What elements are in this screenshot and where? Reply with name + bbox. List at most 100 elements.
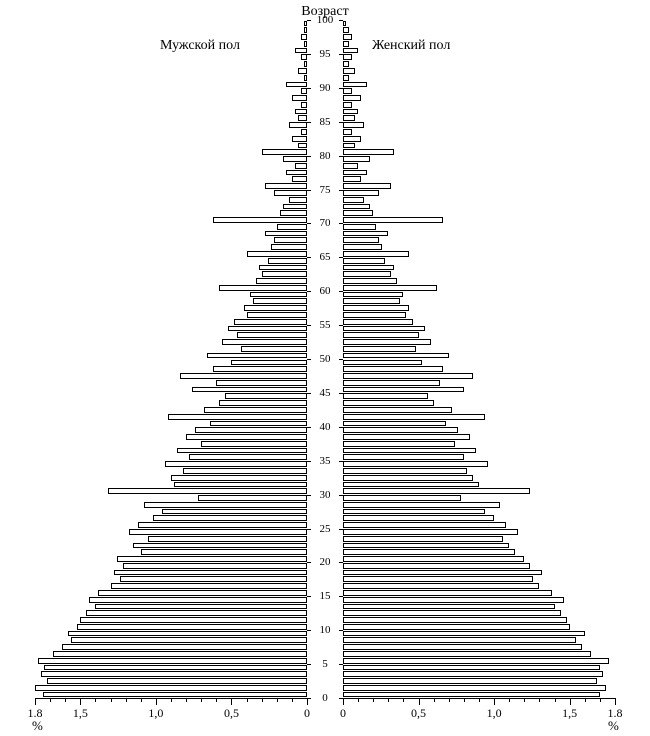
female-bar bbox=[343, 258, 385, 264]
male-bar bbox=[225, 393, 307, 399]
x-minor-tick bbox=[464, 698, 465, 702]
x-major-tick bbox=[494, 698, 495, 705]
female-bar bbox=[343, 685, 606, 691]
male-bar bbox=[301, 34, 307, 40]
pct-label-right: % bbox=[608, 718, 619, 734]
male-bar bbox=[283, 156, 307, 162]
female-bar bbox=[343, 678, 597, 684]
age-tick bbox=[339, 54, 343, 55]
male-bar bbox=[268, 258, 307, 264]
male-bar bbox=[277, 224, 307, 230]
age-tick bbox=[307, 325, 311, 326]
female-bar bbox=[343, 407, 452, 413]
female-label: Женский пол bbox=[372, 38, 450, 54]
male-bar bbox=[292, 176, 307, 182]
x-minor-tick bbox=[95, 698, 96, 702]
age-tick bbox=[307, 122, 311, 123]
male-bar bbox=[168, 414, 307, 420]
x-minor-tick bbox=[403, 698, 404, 702]
x-major-tick bbox=[231, 698, 232, 705]
male-bar bbox=[262, 149, 307, 155]
female-bar bbox=[343, 597, 564, 603]
male-bar bbox=[228, 326, 307, 332]
female-bar bbox=[343, 665, 600, 671]
x-minor-tick bbox=[186, 698, 187, 702]
male-bar bbox=[174, 482, 307, 488]
male-bar bbox=[86, 610, 307, 616]
male-bar bbox=[304, 61, 307, 67]
x-minor-tick bbox=[600, 698, 601, 702]
female-bar bbox=[343, 48, 358, 54]
female-bar bbox=[343, 61, 349, 67]
female-bar bbox=[343, 393, 428, 399]
female-bar bbox=[343, 88, 352, 94]
x-minor-tick bbox=[479, 698, 480, 702]
male-bar bbox=[111, 583, 307, 589]
male-bar bbox=[141, 549, 307, 555]
x-minor-tick bbox=[524, 698, 525, 702]
x-major-tick bbox=[35, 698, 36, 705]
male-bar bbox=[301, 129, 307, 135]
male-bar bbox=[298, 68, 307, 74]
female-bar bbox=[343, 522, 506, 528]
male-bar bbox=[41, 671, 307, 677]
male-bar bbox=[177, 448, 307, 454]
female-bar bbox=[343, 237, 379, 243]
age-label: 55 bbox=[320, 319, 331, 331]
female-bar bbox=[343, 400, 434, 406]
age-tick bbox=[339, 461, 343, 462]
x-major-tick bbox=[570, 698, 571, 705]
male-bar bbox=[180, 373, 307, 379]
male-bar bbox=[80, 617, 307, 623]
age-tick bbox=[339, 20, 343, 21]
male-bar bbox=[298, 143, 307, 149]
male-bar bbox=[210, 421, 307, 427]
x-minor-tick bbox=[50, 698, 51, 702]
female-bar bbox=[343, 251, 409, 257]
male-bar bbox=[123, 563, 307, 569]
female-bar bbox=[343, 414, 485, 420]
x-label: 0,5 bbox=[411, 706, 426, 721]
male-bar bbox=[216, 380, 307, 386]
age-label: 65 bbox=[320, 251, 331, 263]
age-tick bbox=[307, 664, 311, 665]
male-bar bbox=[286, 170, 307, 176]
x-major-tick bbox=[307, 698, 308, 705]
male-bar bbox=[213, 366, 307, 372]
male-bar bbox=[280, 210, 307, 216]
female-bar bbox=[343, 244, 382, 250]
x-minor-tick bbox=[141, 698, 142, 702]
age-label: 0 bbox=[322, 692, 328, 704]
x-minor-tick bbox=[358, 698, 359, 702]
male-bar bbox=[89, 597, 307, 603]
age-label: 50 bbox=[320, 353, 331, 365]
population-pyramid-chart: Возраст Мужской пол Женский пол 05101520… bbox=[0, 0, 650, 736]
male-bar bbox=[259, 265, 307, 271]
x-minor-tick bbox=[201, 698, 202, 702]
age-tick bbox=[307, 359, 311, 360]
male-bar bbox=[68, 631, 307, 637]
x-major-tick bbox=[156, 698, 157, 705]
male-bar bbox=[133, 543, 307, 549]
age-tick bbox=[307, 495, 311, 496]
female-bar bbox=[343, 543, 509, 549]
female-bar bbox=[343, 421, 446, 427]
male-bar bbox=[195, 427, 307, 433]
female-bar bbox=[343, 509, 485, 515]
male-bar bbox=[274, 237, 307, 243]
x-minor-tick bbox=[111, 698, 112, 702]
male-bar bbox=[247, 312, 307, 318]
female-bar bbox=[343, 129, 352, 135]
female-bar bbox=[343, 21, 346, 27]
female-bar bbox=[343, 563, 530, 569]
female-bar bbox=[343, 624, 570, 630]
female-bar bbox=[343, 441, 455, 447]
male-bar bbox=[108, 488, 307, 494]
female-bar bbox=[343, 556, 524, 562]
age-tick bbox=[307, 20, 311, 21]
age-tick bbox=[307, 529, 311, 530]
male-bar bbox=[201, 441, 307, 447]
age-tick bbox=[307, 88, 311, 89]
male-bar bbox=[231, 360, 307, 366]
age-label: 90 bbox=[320, 82, 331, 94]
